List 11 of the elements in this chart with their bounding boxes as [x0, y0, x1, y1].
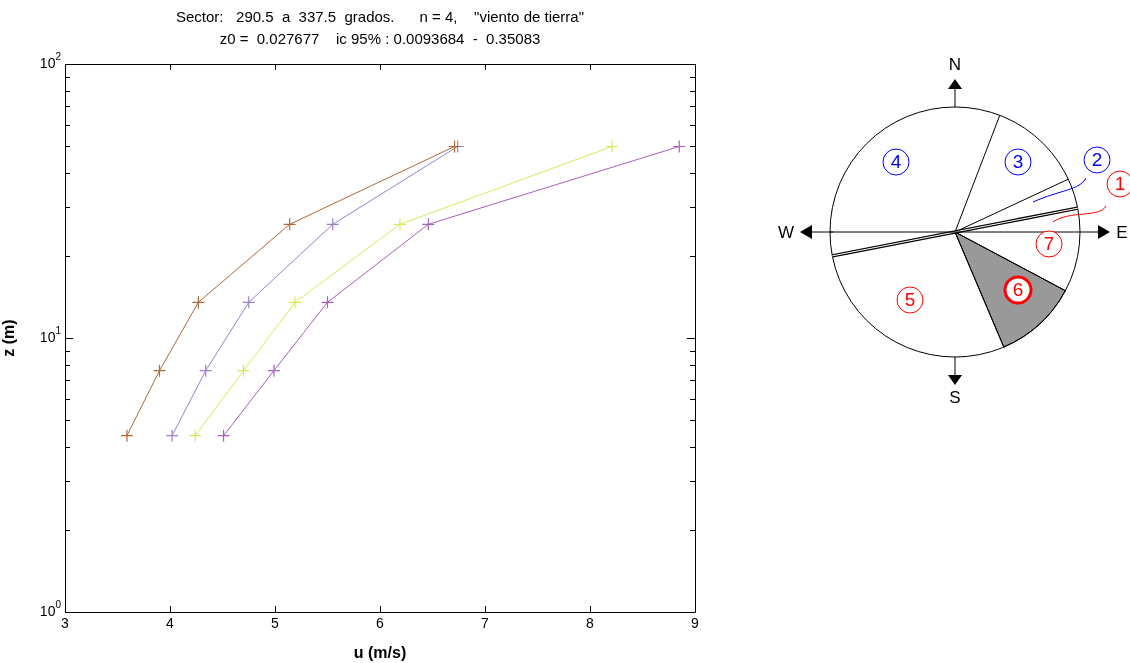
x-tick-label: 8 — [586, 615, 595, 632]
x-axis-title: u (m/s) — [353, 643, 407, 661]
chart-subtitle: z0 = 0.027677 ic 95% : 0.0093684 - 0.35083 — [219, 30, 541, 47]
x-tick-label: 3 — [61, 615, 70, 632]
x-tick-label: 4 — [166, 615, 175, 632]
x-tick-label: 6 — [376, 615, 385, 632]
x-tick-label: 9 — [691, 615, 700, 632]
x-tick-label: 7 — [481, 615, 490, 632]
x-tick-label: 5 — [271, 615, 280, 632]
chart-title: Sector: 290.5 a 337.5 grados. n = 4, "viento de tierra" — [176, 8, 584, 25]
y-axis-title: z (m) — [0, 319, 18, 357]
